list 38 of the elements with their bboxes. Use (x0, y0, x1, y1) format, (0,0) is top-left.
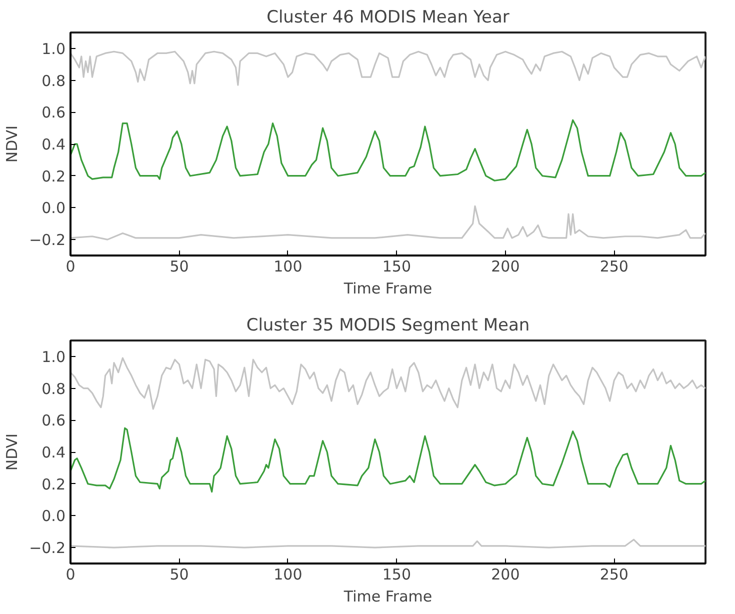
x-tick-label: 150 (382, 258, 412, 276)
y-tick-label: 1.0 (42, 40, 66, 58)
line-series (70, 427, 706, 493)
x-tick-label: 200 (491, 258, 520, 276)
line-series (70, 50, 706, 86)
chart-title: Cluster 46 MODIS Mean Year (266, 8, 510, 28)
x-tick-label: 150 (382, 566, 412, 584)
y-axis-title: NDVI (3, 125, 22, 163)
y-tick-label: −0.2 (29, 231, 66, 250)
x-tick-label: 100 (274, 258, 302, 276)
y-tick-label: 0.6 (42, 412, 66, 430)
x-tick-label: 50 (170, 566, 189, 584)
y-tick-label: 1.0 (42, 348, 66, 366)
x-tick-label: 250 (600, 258, 628, 276)
y-tick-label: 0.8 (42, 380, 66, 398)
y-tick-label: 0.6 (42, 104, 66, 122)
x-tick-label: 0 (66, 258, 76, 276)
line-series (70, 205, 706, 240)
chart-title: Cluster 35 MODIS Segment Mean (246, 316, 530, 336)
y-tick-label: 0.4 (42, 136, 66, 154)
line-series (70, 357, 706, 410)
x-tick-label: 100 (274, 566, 302, 584)
x-tick-label: 200 (491, 566, 520, 584)
y-tick-label: −0.2 (29, 539, 66, 558)
x-tick-label: 50 (170, 258, 189, 276)
x-tick-label: 0 (66, 566, 76, 584)
x-tick-label: 250 (600, 566, 628, 584)
x-axis-title: Time Frame (342, 588, 432, 606)
y-tick-label: 0.0 (42, 199, 66, 218)
y-tick-label: 0.2 (42, 475, 66, 494)
line-series (70, 119, 706, 182)
y-tick-label: 0.8 (42, 72, 66, 90)
line-series (70, 538, 706, 548)
y-axis-title: NDVI (3, 433, 22, 471)
y-tick-label: 0.2 (42, 167, 66, 186)
y-tick-label: 0.0 (42, 507, 66, 526)
x-axis-title: Time Frame (342, 280, 432, 298)
y-tick-label: 0.4 (42, 444, 66, 462)
